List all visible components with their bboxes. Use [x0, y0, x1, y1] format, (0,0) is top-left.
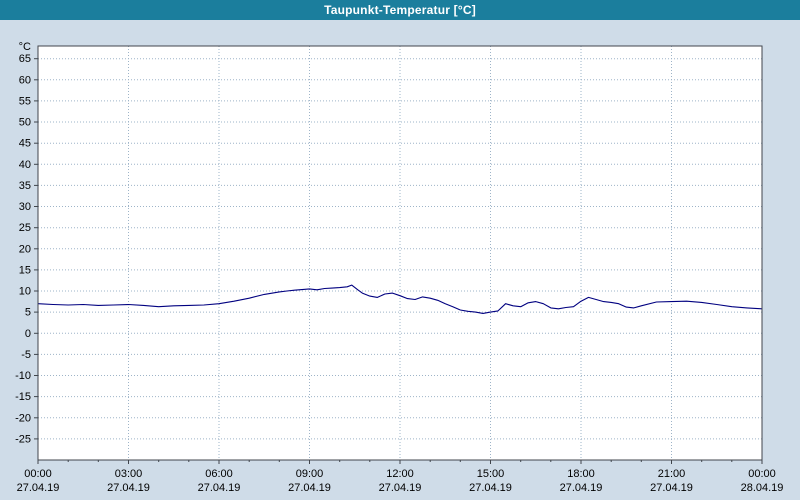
y-tick-label: -20 [15, 412, 31, 424]
y-tick-label: 40 [19, 159, 31, 171]
y-tick-label: -10 [15, 370, 31, 382]
y-tick-label: 15 [19, 264, 31, 276]
x-tick-date-label: 27.04.19 [650, 482, 693, 494]
x-tick-date-label: 27.04.19 [560, 482, 603, 494]
x-tick-date-label: 28.04.19 [741, 482, 784, 494]
y-tick-label: -25 [15, 433, 31, 445]
y-tick-label: -15 [15, 391, 31, 403]
x-tick-time-label: 00:00 [24, 468, 52, 480]
x-tick-date-label: 27.04.19 [288, 482, 331, 494]
x-tick-time-label: 06:00 [205, 468, 233, 480]
y-tick-label: 20 [19, 243, 31, 255]
x-tick-date-label: 27.04.19 [17, 482, 60, 494]
chart-title: Taupunkt-Temperatur [°C] [324, 3, 476, 17]
x-tick-date-label: 27.04.19 [198, 482, 241, 494]
x-tick-time-label: 18:00 [567, 468, 595, 480]
plot-border [37, 45, 763, 461]
x-tick-time-label: 09:00 [296, 468, 324, 480]
window-titlebar: Taupunkt-Temperatur [°C] [0, 0, 800, 20]
x-tick-time-label: 21:00 [658, 468, 686, 480]
x-tick-time-label: 00:00 [748, 468, 776, 480]
dewpoint-series-line [37, 284, 763, 314]
y-tick-label: 60 [19, 74, 31, 86]
y-tick-label: 25 [19, 222, 31, 234]
y-tick-label: 0 [25, 328, 31, 340]
y-tick-label: -5 [21, 349, 31, 361]
y-axis-unit-label: °C [19, 41, 31, 53]
y-tick-label: 35 [19, 180, 31, 192]
chart-canvas: -25 -20 -15 -10 -5 0 5 10 15 20 25 30 35 40 45 50 55 60 65… [15, 41, 784, 494]
x-tick-time-label: 15:00 [477, 468, 505, 480]
x-tick-date-label: 27.04.19 [379, 482, 422, 494]
y-tick-label: 55 [19, 95, 31, 107]
y-tick-label: 45 [19, 138, 31, 150]
y-tick-label: 5 [25, 307, 31, 319]
x-tick-time-label: 03:00 [115, 468, 143, 480]
y-tick-label: 30 [19, 201, 31, 213]
x-tick-date-label: 27.04.19 [107, 482, 150, 494]
y-tick-label: 65 [19, 53, 31, 65]
x-tick-time-label: 12:00 [386, 468, 414, 480]
x-tick-date-label: 27.04.19 [469, 482, 512, 494]
y-tick-label: 50 [19, 117, 31, 129]
y-tick-label: 10 [19, 286, 31, 298]
